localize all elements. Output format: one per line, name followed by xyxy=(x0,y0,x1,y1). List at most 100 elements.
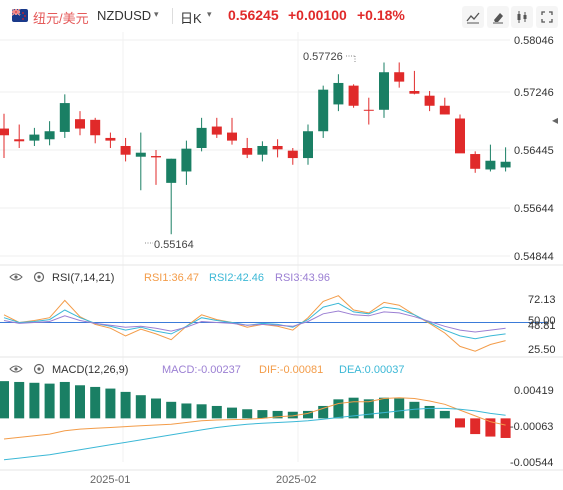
candle-body xyxy=(120,145,131,155)
dea-line xyxy=(3,407,506,461)
candle-body xyxy=(59,103,70,132)
last-price: 0.56245 xyxy=(228,7,279,23)
macd-bar xyxy=(485,418,496,437)
chart-area[interactable]: 0.58046 0.57246 0.56445 0.55644 0.54844 … xyxy=(0,32,563,490)
macd-pane-header: MACD(12,26,9) MACD:-0.00237 DIF:-0.00081… xyxy=(9,363,404,376)
candle-body xyxy=(181,148,192,172)
eraser-icon[interactable] xyxy=(487,6,509,28)
macd-bar xyxy=(44,383,55,419)
high-annotation: 0.57726 xyxy=(303,51,343,63)
macd-bar xyxy=(242,409,253,419)
collapse-arrow-icon[interactable]: ◂ xyxy=(552,113,558,127)
macd-bar xyxy=(272,410,283,419)
nz-flag-icon xyxy=(12,9,28,22)
macd-bar xyxy=(29,382,40,419)
eye-icon[interactable] xyxy=(9,273,23,281)
price-tick-label: 0.54844 xyxy=(514,251,554,263)
candle-body xyxy=(166,158,177,183)
candle-body xyxy=(333,82,344,105)
rsi-tick-label: 50.00 xyxy=(528,315,556,327)
timeframe-selector[interactable]: 日K xyxy=(180,11,202,26)
candle-body xyxy=(455,118,465,154)
candle-body xyxy=(242,148,253,155)
candle-body xyxy=(75,119,85,129)
price-tick-label: 0.58046 xyxy=(514,35,554,47)
macd-bar xyxy=(227,407,237,419)
price-change: +0.00100 xyxy=(288,7,347,23)
timeframe-dropdown-icon[interactable]: ▾ xyxy=(207,9,212,19)
candle-body xyxy=(272,145,283,150)
candle-body xyxy=(409,91,420,94)
macd-chart xyxy=(0,381,511,461)
symbol-name[interactable]: 纽元/美元 xyxy=(33,11,89,26)
candle-body xyxy=(394,72,405,82)
rsi-title: RSI(7,14,21) xyxy=(52,272,114,284)
macd-bar xyxy=(500,418,511,438)
rsi2-legend: RSI2:42.46 xyxy=(209,272,264,284)
macd-bar xyxy=(181,403,192,419)
rsi-tick-label: 48.81 xyxy=(528,320,556,332)
macd-bar xyxy=(303,410,313,419)
macd-bar xyxy=(348,397,359,419)
macd-bar xyxy=(439,410,450,419)
candle-body xyxy=(44,131,55,140)
low-annotation: 0.55164 xyxy=(154,239,194,251)
candle-body xyxy=(0,128,9,136)
time-tick-label: 2025-02 xyxy=(276,474,316,486)
candle-body xyxy=(303,131,313,159)
candle-body xyxy=(211,126,222,135)
symbol-dropdown-icon[interactable]: ▾ xyxy=(154,9,159,19)
rsi-chart xyxy=(0,295,548,352)
macd-title: MACD(12,26,9) xyxy=(52,364,128,376)
macd-bar xyxy=(287,411,298,419)
candle-body xyxy=(151,156,161,158)
candle-body xyxy=(135,152,146,157)
time-tick-label: 2025-01 xyxy=(90,474,130,486)
candle-body xyxy=(485,160,496,170)
macd-bar xyxy=(470,418,481,435)
settings-icon[interactable] xyxy=(33,363,45,375)
price-tick-label: 0.55644 xyxy=(514,203,554,215)
dea-legend: DEA:0.00037 xyxy=(339,364,404,376)
candle-body xyxy=(424,95,435,106)
header-divider xyxy=(172,8,173,24)
price-tick-label: 0.56445 xyxy=(514,145,554,157)
macd-tick-label: 0.00419 xyxy=(514,385,554,397)
macd-bar xyxy=(409,401,420,419)
macd-bar xyxy=(379,397,389,419)
dif-line xyxy=(3,397,506,440)
candlestick-type-icon[interactable] xyxy=(511,6,533,28)
macd-bar xyxy=(424,405,435,419)
line-drawing-icon[interactable] xyxy=(462,6,484,28)
settings-icon[interactable] xyxy=(33,271,45,283)
rsi-axis: 72.13 50.00 48.81 25.50 xyxy=(528,294,556,356)
macd-bar xyxy=(363,399,374,419)
macd-bar xyxy=(75,385,85,419)
symbol-code[interactable]: NZDUSD xyxy=(97,8,152,23)
fullscreen-icon[interactable] xyxy=(536,6,558,28)
candle-body xyxy=(318,89,329,132)
rsi-line-2 xyxy=(3,302,506,340)
candle-body xyxy=(105,137,116,141)
macd-bar xyxy=(120,391,131,419)
macd-bar xyxy=(333,399,344,419)
dif-legend: DIF:-0.00081 xyxy=(259,364,323,376)
candle-body xyxy=(90,119,101,136)
candle-body xyxy=(470,154,481,169)
rsi-tick-label: 25.50 xyxy=(528,344,556,356)
svg-text:◂: ◂ xyxy=(552,113,558,127)
candle-body xyxy=(227,132,237,141)
eye-icon[interactable] xyxy=(9,365,23,373)
macd-legend: MACD:-0.00237 xyxy=(162,364,241,376)
macd-bar xyxy=(135,395,146,419)
macd-bar xyxy=(166,401,177,419)
candle-body xyxy=(348,85,359,106)
price-change-pct: +0.18% xyxy=(357,7,405,23)
macd-bar xyxy=(211,405,222,419)
rsi3-legend: RSI3:43.96 xyxy=(275,272,330,284)
candle-body xyxy=(363,109,374,111)
rsi-tick-label: 72.13 xyxy=(528,294,556,306)
macd-axis: 0.00419 -0.00063 -0.00544 xyxy=(510,385,554,469)
candle-body xyxy=(287,150,298,159)
price-axis: 0.58046 0.57246 0.56445 0.55644 0.54844 xyxy=(514,35,554,263)
